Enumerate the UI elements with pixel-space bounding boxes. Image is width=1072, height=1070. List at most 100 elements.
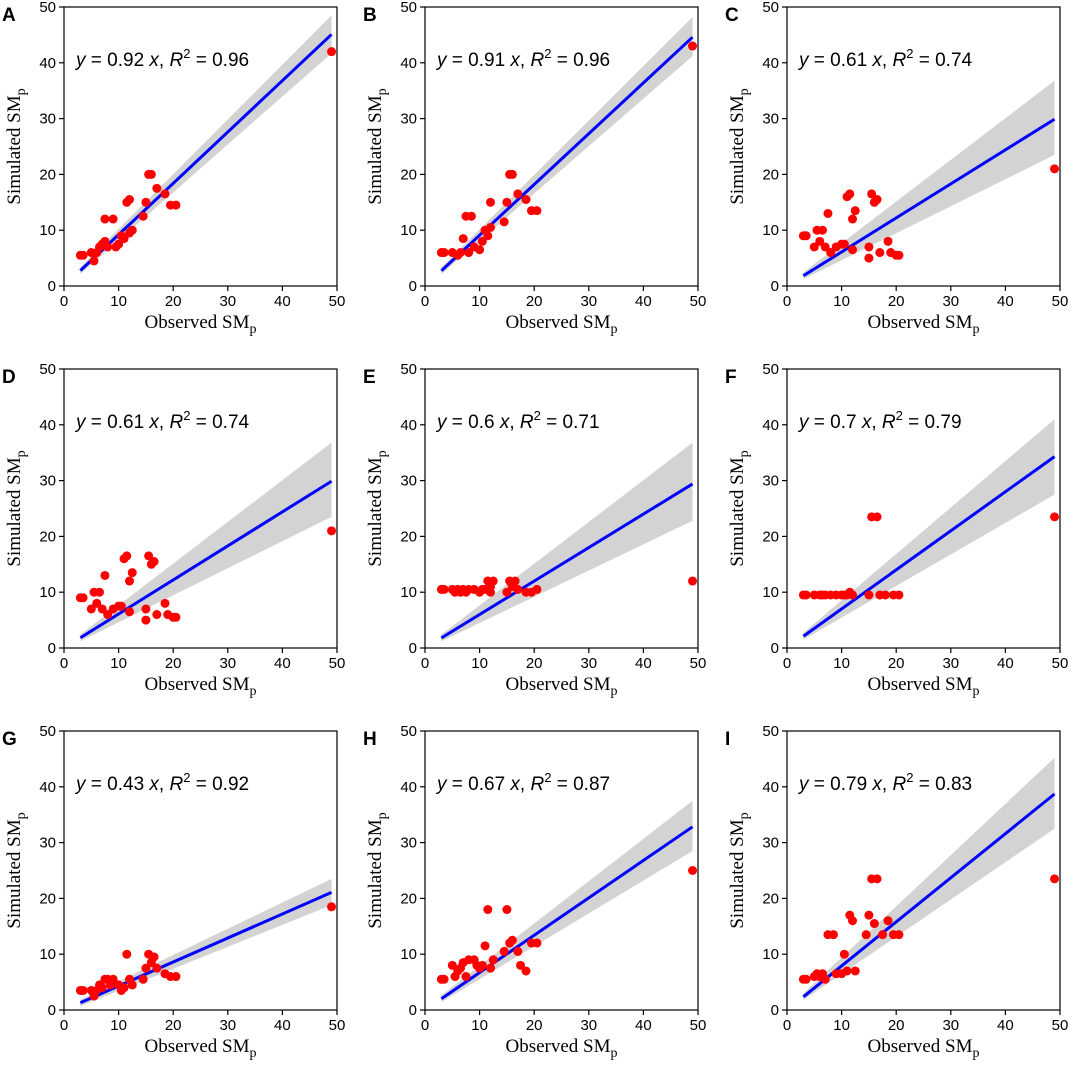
x-axis-title: Observed SMp (867, 312, 979, 337)
equation-sep: , (509, 412, 520, 433)
x-axis-title-subscript: p (250, 1046, 257, 1061)
data-point (502, 905, 512, 915)
data-point (141, 197, 151, 207)
data-point (114, 239, 124, 249)
x-tick-label: 30 (219, 1017, 236, 1034)
equation-y: y (797, 774, 810, 795)
equation-x: x (871, 50, 883, 71)
equation-y: y (74, 50, 87, 71)
y-tick-label: 50 (762, 361, 779, 378)
data-point (826, 248, 836, 258)
data-point (461, 972, 471, 982)
equation-r2: = 0.71 (541, 412, 600, 433)
confidence-band (80, 442, 332, 642)
plot-frame (424, 730, 699, 1011)
x-tick-label: 40 (274, 1017, 291, 1034)
data-point (532, 584, 542, 594)
panel-letter: B (363, 5, 377, 26)
panel-letter: D (2, 367, 16, 388)
y-tick-label: 30 (400, 835, 417, 852)
data-point (171, 612, 181, 622)
data-point (815, 236, 825, 246)
equation-r2: = 0.74 (190, 412, 249, 433)
data-point (516, 960, 526, 970)
equation-eq_coef: = 0.6 (447, 412, 500, 433)
x-tick-label: 10 (110, 293, 127, 310)
data-point (327, 47, 337, 57)
plot-frame (786, 730, 1061, 1011)
data-point (502, 197, 512, 207)
y-axis-title: Simulated SMp (727, 812, 752, 928)
y-axis-title-subscript: p (375, 88, 390, 95)
y-axis-title-subscript: p (375, 812, 390, 819)
equation-sup: 2 (183, 770, 190, 785)
x-tick-label: 50 (690, 1017, 707, 1034)
x-axis-title-subscript: p (611, 1046, 618, 1061)
y-axis-title: Simulated SMp (365, 450, 390, 566)
x-axis-title-text: Observed SM (867, 1036, 972, 1057)
data-point (78, 593, 88, 603)
regression-line (440, 825, 694, 1001)
equation-r2: = 0.92 (190, 774, 249, 795)
y-tick-label: 50 (39, 0, 56, 16)
y-tick-label: 20 (762, 166, 779, 183)
plot-frame (63, 368, 338, 649)
x-tick-label: 0 (421, 1017, 429, 1034)
data-point (127, 980, 137, 990)
data-point (439, 584, 449, 594)
equation-r: R (892, 50, 906, 71)
data-point (532, 206, 542, 216)
equation-r: R (882, 412, 896, 433)
y-tick-label: 50 (39, 723, 56, 740)
data-point (499, 946, 509, 956)
y-tick-label: 40 (39, 55, 56, 72)
equation-r2: = 0.74 (913, 50, 972, 71)
data-point (480, 941, 490, 951)
x-tick-label: 50 (329, 1017, 346, 1034)
y-tick-label: 30 (39, 473, 56, 490)
plot-frame (786, 368, 1061, 649)
x-axis-title-subscript: p (250, 684, 257, 699)
data-point (141, 615, 151, 625)
data-point (78, 250, 88, 260)
data-point (864, 910, 874, 920)
y-tick-label: 10 (400, 584, 417, 601)
y-axis-title: Simulated SMp (727, 88, 752, 204)
regression-equation: y = 0.67 x, R2 = 0.87 (435, 770, 610, 795)
equation-y: y (74, 412, 87, 433)
data-point (867, 189, 877, 199)
y-tick-label: 20 (762, 890, 779, 907)
y-axis-title-text: Simulated SM (4, 819, 25, 928)
x-tick-label: 10 (110, 1017, 127, 1034)
equation-r: R (530, 774, 544, 795)
y-tick-label: 0 (771, 1002, 779, 1019)
data-point (688, 576, 698, 586)
equation-eq_coef: = 0.92 (86, 50, 150, 71)
x-tick-label: 50 (1052, 293, 1069, 310)
x-tick-label: 30 (942, 655, 959, 672)
data-point (850, 206, 860, 216)
y-axis-title-subscript: p (14, 450, 29, 457)
data-point (875, 248, 885, 258)
data-point (141, 963, 151, 973)
equation-eq_coef: = 0.43 (86, 774, 150, 795)
data-point (439, 248, 449, 258)
equation-r: R (169, 50, 183, 71)
equation-sup: 2 (896, 408, 903, 423)
equation-x: x (509, 774, 521, 795)
regression-line (440, 36, 694, 272)
data-point (447, 960, 457, 970)
data-point (823, 208, 833, 218)
equation-eq_coef: = 0.61 (809, 50, 873, 71)
y-tick-label: 20 (762, 528, 779, 545)
equation-sep: , (871, 412, 882, 433)
data-point (464, 248, 474, 258)
confidence-band (803, 80, 1055, 280)
y-tick-label: 40 (39, 779, 56, 796)
x-axis-title-text: Observed SM (867, 312, 972, 333)
data-point (455, 248, 465, 258)
data-point (1050, 512, 1060, 522)
x-tick-label: 40 (997, 1017, 1014, 1034)
